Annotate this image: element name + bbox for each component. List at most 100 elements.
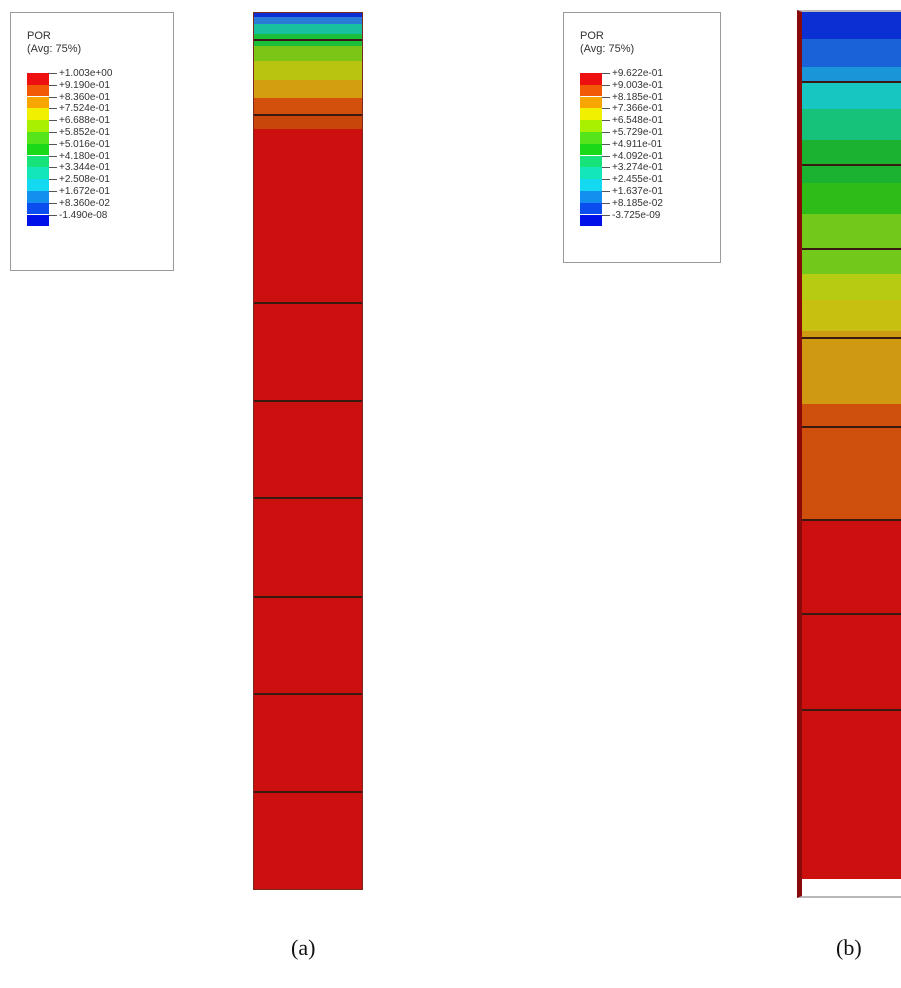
contour-band [254,97,362,116]
legend-swatch [27,132,49,144]
element-boundary [802,337,901,340]
element-boundary [254,302,362,305]
legend-tick [602,191,610,192]
contour-band [254,128,362,889]
contour-band [802,331,901,405]
legend-label: +2.455e-01 [612,174,663,186]
legend-swatch [27,108,49,120]
element-boundary [254,497,362,500]
legend-label: +8.185e-02 [612,197,663,209]
contour-band [802,213,901,275]
contour-band [254,16,362,25]
legend-label: +1.672e-01 [59,186,110,197]
legend-tick [602,202,610,204]
element-boundary [802,519,901,522]
legend-label: +8.185e-01 [612,91,663,103]
element-boundary [802,164,901,167]
legend-label: +3.274e-01 [612,162,663,174]
legend-label: +4.092e-01 [612,150,663,162]
contour-band [254,79,362,99]
legend-label: +9.622e-01 [612,68,663,79]
contour-band [254,46,362,63]
legend-label: -3.725e-09 [612,209,661,221]
legend-swatch [580,96,602,109]
legend-label: +2.508e-01 [59,174,110,186]
legend-label: +8.360e-02 [59,197,110,209]
legend-swatch [580,155,602,168]
legend-swatch [27,214,49,227]
legend-label: -1.490e-08 [59,209,108,221]
legend-tick [49,96,57,98]
legend-swatch [27,143,49,156]
contour-band [802,403,901,521]
legend-tick [49,120,57,122]
legend-tick [602,143,610,145]
legend-title: POR [27,30,51,42]
element-boundary [802,248,901,251]
legend-swatch [27,120,49,132]
element-boundary [254,400,362,403]
legend-swatch [580,132,602,144]
element-boundary [254,595,362,598]
legend-swatch [27,167,49,179]
legend-label: +5.852e-01 [59,127,110,138]
contour-band [802,519,901,880]
legend-label: +1.637e-01 [612,186,663,197]
contour-band [802,182,901,215]
legend-swatch [27,202,49,215]
legend-label: +3.344e-01 [59,162,110,174]
legend-tick [602,84,610,86]
legend-label: +6.688e-01 [59,115,110,127]
element-boundary [802,613,901,616]
legend-label: +6.548e-01 [612,115,663,127]
legend-tick [602,167,610,169]
contour-band [802,80,901,111]
element-boundary [802,80,901,83]
element-boundary [254,692,362,695]
legend-tick [49,73,57,74]
legend-swatch [580,73,602,85]
legend-label: +5.016e-01 [59,138,110,150]
legend-subtitle: (Avg: 75%) [580,43,635,55]
legend-tick [49,214,57,216]
legend-swatch [580,214,602,227]
legend-swatch [27,84,49,97]
contour-band [802,38,901,68]
legend-swatch [580,191,602,203]
legend-tick [49,167,57,169]
contour-band [254,114,362,130]
legend-swatch [580,108,602,120]
element-boundary [802,708,901,711]
contour-band [802,300,901,333]
contour-band [254,13,362,18]
contour-band [254,61,362,81]
contour-band [254,23,362,35]
legend-tick [602,132,610,133]
legend-label: +5.729e-01 [612,127,663,138]
legend-b: POR (Avg: 75%) +9.622e-01 +9.003e-01 +8.18… [563,12,721,263]
contour-band [802,66,901,82]
legend-title: POR [580,30,604,42]
caption-b: (b) [836,935,862,960]
legend-label: +9.190e-01 [59,79,110,91]
legend-swatch [27,191,49,203]
pore-pressure-column-a [253,12,363,890]
legend-swatch [580,84,602,97]
legend-tick [49,179,57,181]
contour-band [802,109,901,142]
legend-tick [602,179,610,181]
legend-tick [602,96,610,98]
legend-swatch [580,120,602,132]
legend-swatch [27,96,49,109]
element-boundary [254,39,362,42]
legend-label: +7.524e-01 [59,103,110,115]
legend-tick [49,143,57,145]
contour-band [802,140,901,184]
legend-swatch [580,202,602,215]
legend-label: +4.180e-01 [59,150,110,162]
legend-a: POR (Avg: 75%) +1.003e+00 +9.190e-01 +8.36… [10,12,174,271]
legend-tick [602,73,610,74]
legend-label: +1.003e+00 [59,68,113,79]
legend-tick [49,84,57,86]
legend-swatch [27,155,49,168]
